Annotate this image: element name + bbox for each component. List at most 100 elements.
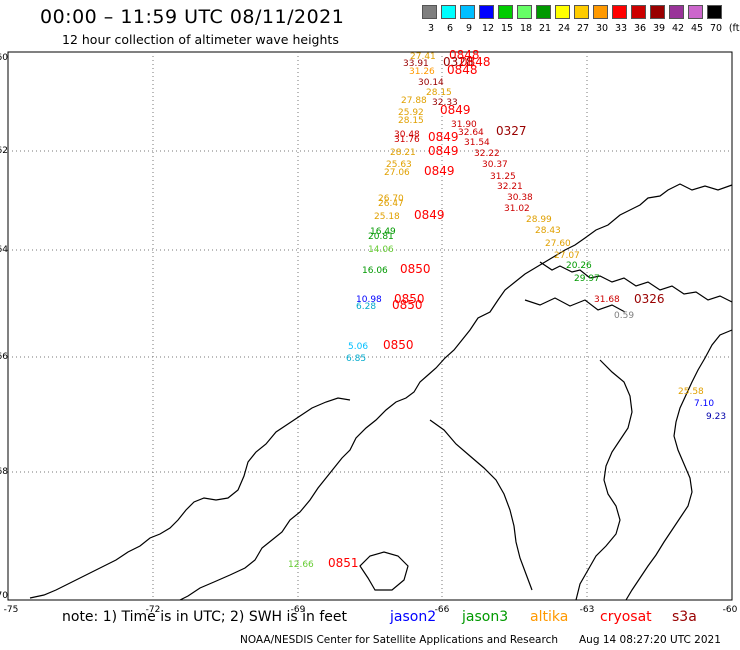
wave-label: 9.23	[706, 412, 726, 422]
legend-tick-label: 9	[465, 23, 473, 34]
wave-label: 0848	[449, 48, 480, 62]
wave-label: 20.81	[368, 232, 394, 242]
wave-label: 0849	[440, 103, 471, 117]
wave-label: 0849	[428, 130, 459, 144]
wave-label: 0850	[400, 262, 431, 276]
legend-tick-label: 12	[481, 23, 495, 34]
wave-label: 31.02	[504, 204, 530, 214]
credit-line: NOAA/NESDIS Center for Satellite Applica…	[240, 634, 558, 646]
wave-label: 25.18	[374, 212, 400, 222]
wave-label: 31.76	[394, 135, 420, 145]
lat-label: -62	[0, 146, 8, 156]
wave-label: 0850	[394, 292, 425, 306]
larsen-ice-shelf-edge	[575, 359, 633, 601]
legend-swatch	[498, 5, 513, 19]
wave-label: 27.06	[384, 168, 410, 178]
wave-label: 31.25	[490, 172, 516, 182]
wave-label: 28.15	[398, 116, 424, 126]
wave-label: 28.99	[526, 215, 552, 225]
wave-label: 0326	[634, 292, 665, 306]
legend-swatch	[669, 5, 684, 19]
legend-tick-label: 45	[690, 23, 704, 34]
wave-label: 16.49	[370, 227, 396, 237]
wave-label: 27.41	[410, 52, 436, 62]
legend-jason3: jason3	[462, 609, 509, 625]
alexander-island-coast	[29, 397, 351, 599]
map-subtitle: 12 hour collection of altimeter wave hei…	[62, 32, 339, 47]
northern-islands-coast	[539, 261, 733, 303]
lon-label: -66	[435, 605, 450, 615]
legend-tick-label: 36	[633, 23, 647, 34]
wave-label: 0327	[496, 124, 527, 138]
legend-tick-label: 18	[519, 23, 533, 34]
generated-timestamp: Aug 14 08:27:20 UTC 2021	[579, 634, 721, 646]
wave-label: 27.07	[554, 251, 580, 261]
legend-swatch	[612, 5, 627, 19]
wave-label: 30.37	[482, 160, 508, 170]
wave-label: 32.64	[458, 128, 484, 138]
lat-label: -64	[0, 245, 8, 255]
legend-jason2: jason2	[390, 609, 437, 625]
legend-swatch	[574, 5, 589, 19]
legend-swatch	[517, 5, 532, 19]
wave-label: 0850	[383, 338, 414, 352]
legend-unit: (ft)	[728, 23, 740, 34]
peninsula-west-coast	[179, 183, 733, 601]
wave-label: 30.38	[507, 193, 533, 203]
wave-label: 28.21	[390, 148, 416, 158]
legend-tick-label: 70	[709, 23, 723, 34]
lon-label: -72	[146, 605, 161, 615]
lat-label: -66	[0, 352, 8, 362]
legend-tick-label: 24	[557, 23, 571, 34]
lat-label: -70	[0, 591, 8, 601]
wave-label: 25.92	[398, 108, 424, 118]
wave-label: 31.68	[594, 295, 620, 305]
legend-tick-label: 3	[427, 23, 435, 34]
wave-label: 31.26	[409, 67, 435, 77]
legend-swatch	[460, 5, 475, 19]
wave-label: 0328	[443, 55, 474, 69]
wave-label: 32.33	[432, 98, 458, 108]
wave-label: 26.70	[378, 194, 404, 204]
wave-label: 0851	[328, 556, 359, 570]
legend-tick-label: 6	[446, 23, 454, 34]
island-chain-coast	[524, 297, 626, 313]
wave-label: 30.48	[394, 130, 420, 140]
legend-swatch	[688, 5, 703, 19]
wave-label: 10.98	[356, 295, 382, 305]
interior-coast	[429, 419, 533, 591]
legend-tick-label: 33	[614, 23, 628, 34]
legend-swatch	[536, 5, 551, 19]
wave-label: 30.14	[418, 78, 444, 88]
wave-label: 5.06	[348, 342, 368, 352]
wave-label: 0849	[424, 164, 455, 178]
wave-label: 6.28	[356, 302, 376, 312]
wave-label: 28.15	[426, 88, 452, 98]
wave-label: 16.06	[362, 266, 388, 276]
lat-label: -68	[0, 467, 8, 477]
wave-label: 27.88	[401, 96, 427, 106]
wave-label: 12.66	[288, 560, 314, 570]
legend-tick-label: 21	[538, 23, 552, 34]
graticule	[8, 52, 732, 600]
wave-label: 29.97	[574, 274, 600, 284]
legend-swatch	[555, 5, 570, 19]
wave-label: 7.10	[694, 399, 714, 409]
legend-swatch	[650, 5, 665, 19]
wave-label: 20.26	[566, 261, 592, 271]
legend-s3a: s3a	[672, 609, 697, 625]
legend-tick-label: 27	[576, 23, 590, 34]
wave-label: 31.54	[464, 138, 490, 148]
wave-label: 0850	[392, 298, 423, 312]
legend-tick-label: 30	[595, 23, 609, 34]
map-frame	[7, 51, 733, 601]
map-title: 00:00 – 11:59 UTC 08/11/2021	[40, 6, 345, 28]
legend-swatch	[479, 5, 494, 19]
wave-label: 25.58	[678, 387, 704, 397]
wave-label: 14.06	[368, 245, 394, 255]
peninsula-east-coast	[625, 329, 733, 601]
wave-label: 32.21	[497, 182, 523, 192]
wave-label: 25.63	[386, 160, 412, 170]
